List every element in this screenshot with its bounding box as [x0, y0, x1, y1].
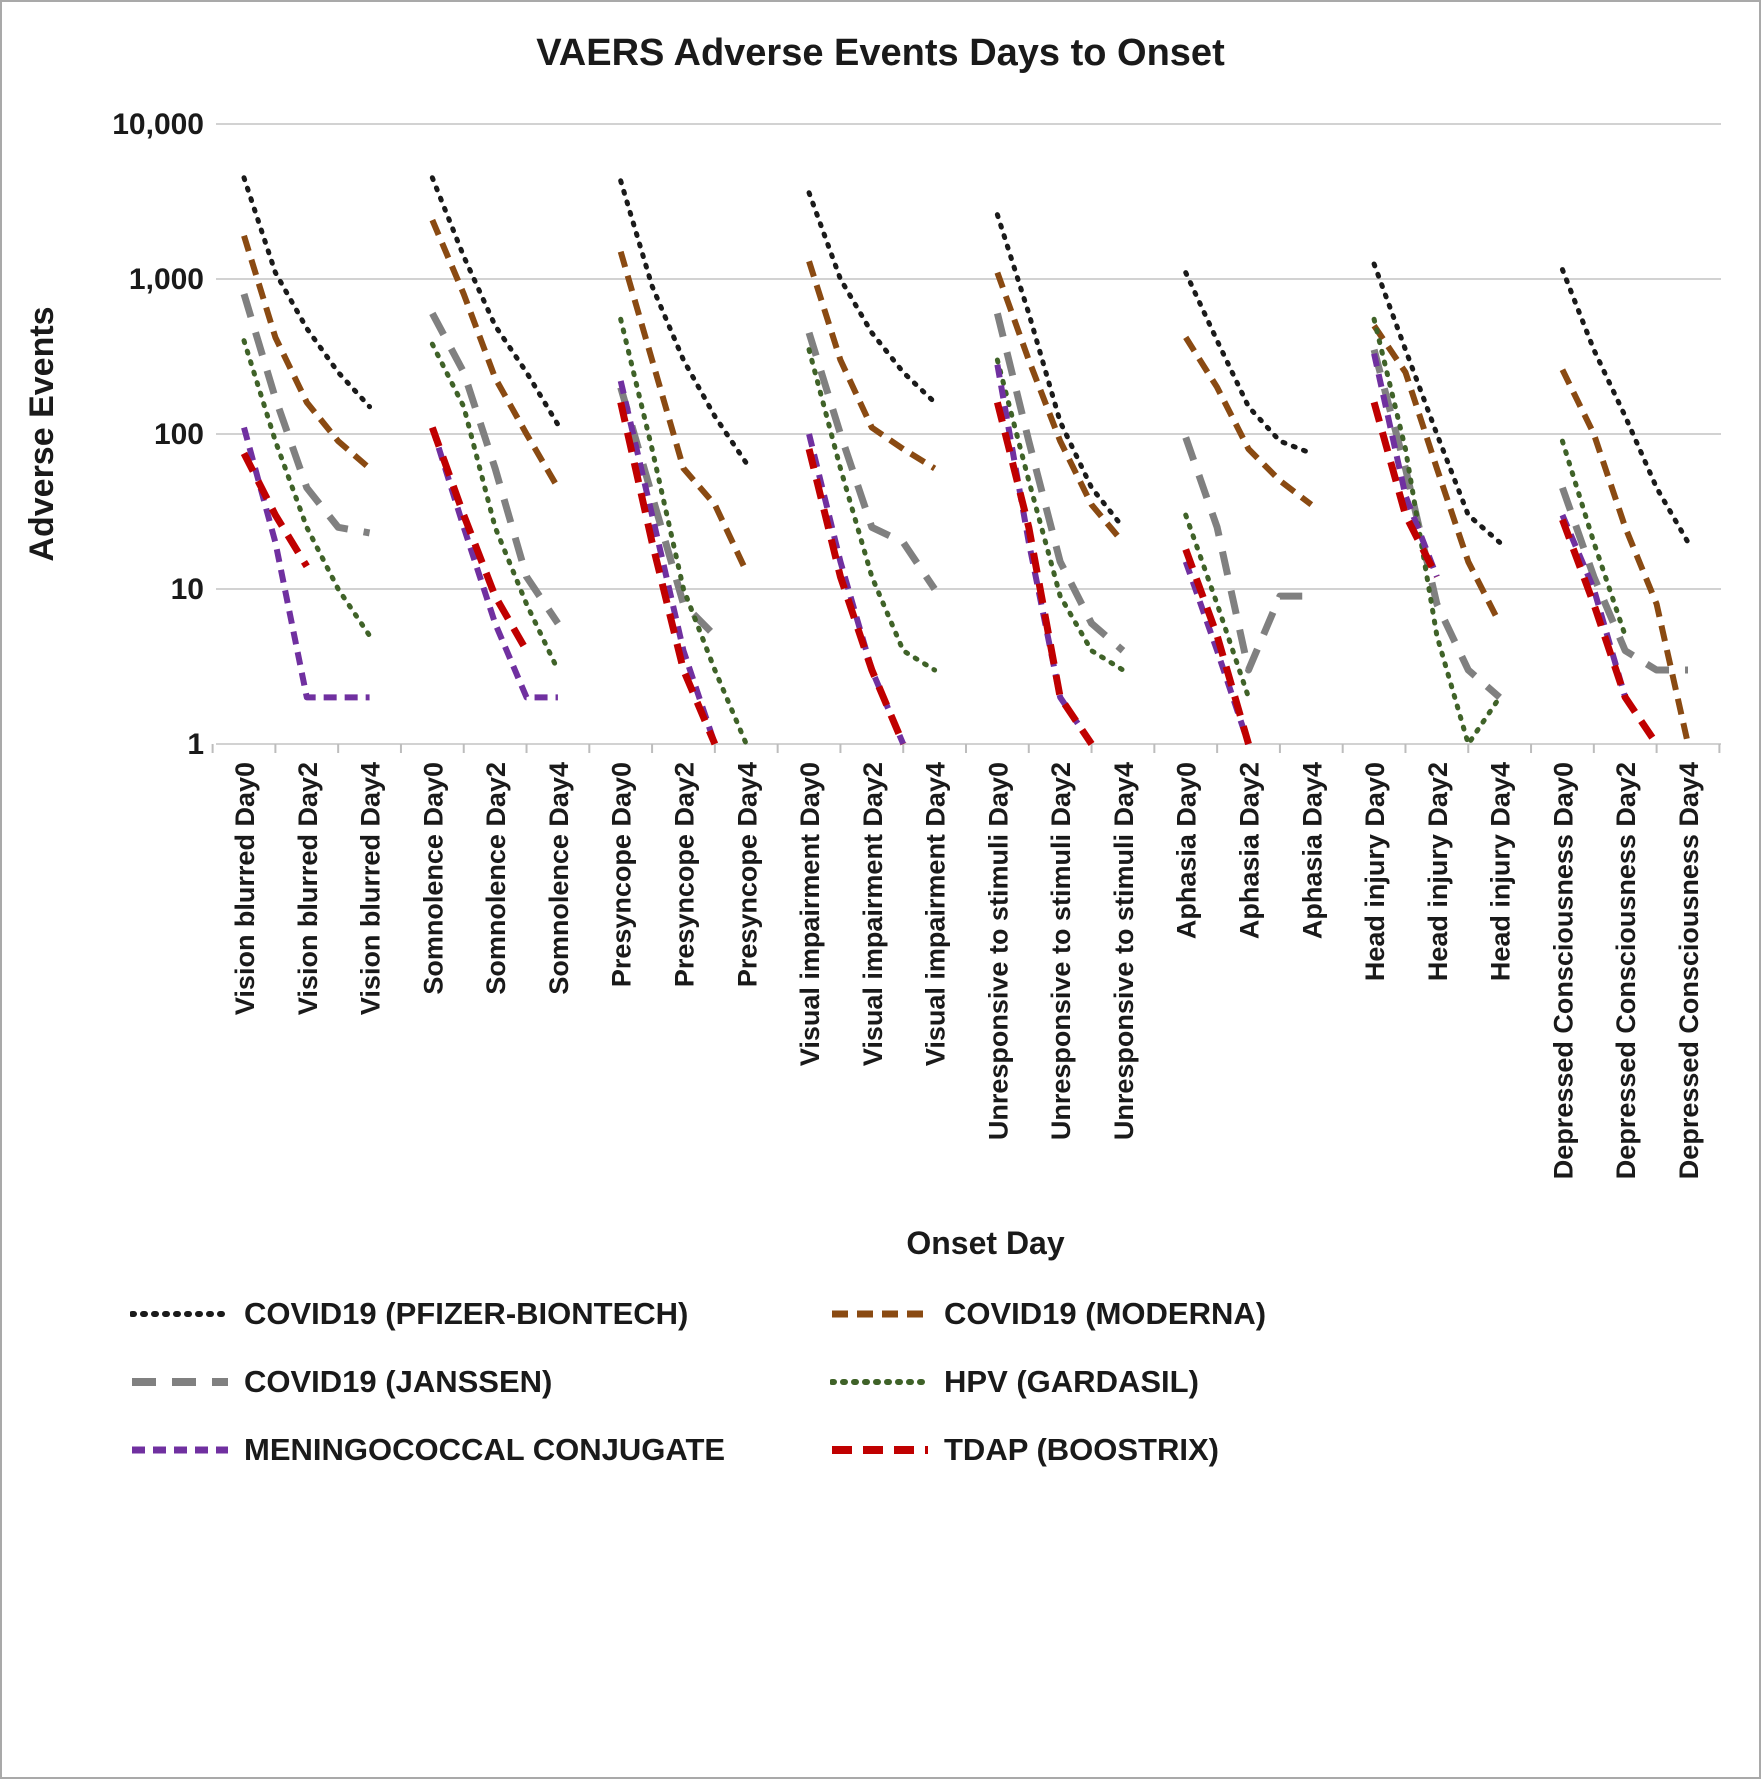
- x-tick-label: Aphasia Day0: [1171, 762, 1201, 939]
- x-tick-label: Vision blurred Day4: [355, 762, 385, 1015]
- y-tick-label: 100: [153, 418, 203, 451]
- series-line-janssen: [1181, 436, 1311, 674]
- x-tick-label: Visual impairment Day4: [920, 762, 950, 1066]
- x-tick-label: Depressed Consciousness Day4: [1674, 762, 1704, 1179]
- series-line-mening: [617, 380, 718, 745]
- y-tick-label: 10: [170, 573, 203, 606]
- series-line-gardasil: [806, 347, 937, 673]
- x-tick-label: Unresponsive to stimuli Day4: [1108, 762, 1138, 1140]
- legend-swatch-gardasil: [830, 1379, 930, 1385]
- x-tick-label: Depressed Consciousness Day2: [1611, 762, 1641, 1179]
- legend-swatch-mening: [132, 1446, 228, 1454]
- x-tick-label: Vision blurred Day2: [292, 762, 322, 1015]
- chart-plot-area: 1 10 100 1,000 10,000 Adverse Events Vision bl…: [11, 79, 1751, 1219]
- series-line-janssen: [240, 293, 370, 537]
- series-line-mening: [805, 433, 906, 746]
- chart-plot: 1 10 100 1,000 10,000 Adverse Events Vision bl…: [23, 108, 1721, 1179]
- series-line-pfizer: [429, 175, 560, 428]
- legend-label-moderna: COVID19 (MODERNA): [944, 1296, 1267, 1331]
- y-axis-title: Adverse Events: [23, 306, 61, 561]
- x-tick-label: Unresponsive to stimuli Day0: [983, 762, 1013, 1140]
- chart-legend: COVID19 (PFIZER-BIONTECH) COVID19 (MODERN…: [130, 1296, 1759, 1468]
- x-tick-label: Head injury Day4: [1485, 762, 1515, 981]
- legend-label-gardasil: HPV (GARDASIL): [944, 1364, 1199, 1399]
- y-tick-label: 10,000: [112, 108, 204, 141]
- series-line-moderna: [994, 271, 1125, 545]
- series-line-gardasil: [241, 338, 372, 639]
- series-line-janssen: [616, 386, 717, 639]
- series-line-pfizer: [1559, 267, 1690, 545]
- series-line-gardasil: [1182, 512, 1251, 700]
- legend-item-gardasil: HPV (GARDASIL): [830, 1364, 1530, 1400]
- x-tick-label: Somnolence Day2: [481, 762, 511, 995]
- legend-item-mening: MENINGOCOCCAL CONJUGATE: [130, 1432, 830, 1468]
- series-line-janssen: [428, 311, 561, 626]
- x-tick-label: Head injury Day2: [1422, 762, 1452, 981]
- series-line-moderna: [617, 250, 749, 573]
- series-line-pfizer: [994, 212, 1125, 530]
- legend-swatch-janssen: [132, 1378, 228, 1386]
- legend-swatch-moderna: [832, 1310, 928, 1318]
- series-line-tdap: [805, 448, 906, 746]
- series-line-gardasil: [1371, 316, 1502, 747]
- series-line-moderna: [805, 260, 936, 471]
- y-tick-label: 1: [187, 728, 204, 761]
- series-line-moderna: [1559, 368, 1691, 745]
- series-line-gardasil: [994, 357, 1125, 673]
- x-axis-title: Onset Day: [906, 1225, 1065, 1261]
- legend-item-tdap: TDAP (BOOSTRIX): [830, 1432, 1530, 1468]
- series-line-mening: [993, 364, 1094, 746]
- series-line-mening: [1370, 352, 1440, 578]
- series-line-tdap: [1181, 548, 1252, 745]
- legend-item-pfizer: COVID19 (PFIZER-BIONTECH): [130, 1296, 830, 1332]
- legend-swatch-pfizer: [130, 1311, 230, 1317]
- legend-label-janssen: COVID19 (JANSSEN): [244, 1364, 553, 1399]
- series-line-moderna: [240, 234, 372, 471]
- series-line-gardasil: [617, 316, 749, 747]
- x-tick-label: Vision blurred Day0: [230, 762, 260, 1015]
- x-tick-label: Visual impairment Day0: [795, 762, 825, 1066]
- x-tick-label: Presyncope Day4: [732, 762, 762, 987]
- x-tick-label: Presyncope Day2: [669, 762, 699, 987]
- legend-item-janssen: COVID19 (JANSSEN): [130, 1364, 830, 1400]
- x-tick-label: Visual impairment Day2: [857, 762, 887, 1066]
- x-tick-label: Head injury Day0: [1360, 762, 1390, 981]
- series-line-janssen: [1558, 486, 1688, 674]
- x-tick-label: Somnolence Day4: [543, 762, 573, 995]
- legend-label-pfizer: COVID19 (PFIZER-BIONTECH): [244, 1296, 689, 1331]
- x-tick-label: Unresponsive to stimuli Day2: [1046, 762, 1076, 1140]
- series-line-mening: [1559, 513, 1628, 699]
- chart-title: VAERS Adverse Events Days to Onset: [536, 32, 1225, 74]
- series-line-gardasil: [429, 341, 560, 673]
- x-tick-label: Somnolence Day0: [418, 762, 448, 995]
- y-tick-label: 1,000: [128, 263, 203, 296]
- series-line-tdap: [1558, 518, 1660, 746]
- series-line-pfizer: [617, 178, 749, 466]
- series-line-pfizer: [806, 190, 937, 405]
- x-tick-label: Aphasia Day4: [1297, 762, 1327, 939]
- series-line-mening: [240, 426, 370, 701]
- legend-swatch-tdap: [832, 1446, 928, 1454]
- x-tick-label: Presyncope Day0: [606, 762, 636, 987]
- series-line-janssen: [1370, 348, 1502, 700]
- series-line-tdap: [993, 401, 1094, 746]
- x-tick-label: Aphasia Day2: [1234, 762, 1264, 939]
- series-line-gardasil: [1559, 438, 1628, 639]
- series-line-moderna: [1182, 335, 1313, 508]
- series-line-pfizer: [241, 175, 372, 410]
- series-line-tdap: [240, 451, 310, 569]
- series-line-moderna: [429, 218, 561, 490]
- series-line-tdap: [616, 401, 718, 746]
- series-line-tdap: [428, 426, 530, 653]
- x-tick-label: Depressed Consciousness Day0: [1548, 762, 1578, 1179]
- series-line-moderna: [1371, 323, 1502, 625]
- series-line-janssen: [993, 312, 1125, 654]
- legend-item-moderna: COVID19 (MODERNA): [830, 1296, 1530, 1332]
- series-line-tdap: [1370, 401, 1440, 579]
- series-line-janssen: [805, 331, 938, 591]
- legend-label-mening: MENINGOCOCCAL CONJUGATE: [244, 1432, 726, 1467]
- legend-label-tdap: TDAP (BOOSTRIX): [944, 1432, 1219, 1467]
